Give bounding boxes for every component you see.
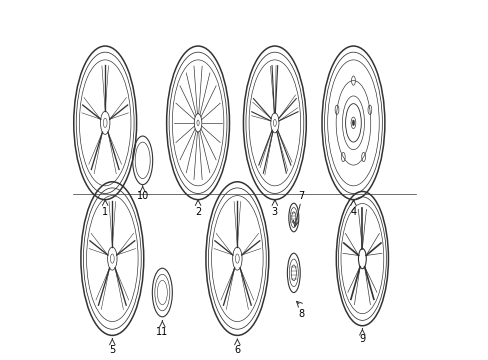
Text: 7: 7 <box>297 191 304 201</box>
Text: 5: 5 <box>109 345 115 355</box>
Text: 2: 2 <box>195 207 201 217</box>
Text: 11: 11 <box>156 327 168 337</box>
Ellipse shape <box>351 120 354 126</box>
Text: 1: 1 <box>102 207 108 217</box>
Text: 6: 6 <box>234 345 240 355</box>
Text: 8: 8 <box>297 309 304 319</box>
Text: 10: 10 <box>136 191 148 201</box>
Text: 3: 3 <box>271 207 277 217</box>
Text: 9: 9 <box>359 334 365 344</box>
Text: 4: 4 <box>350 207 356 217</box>
